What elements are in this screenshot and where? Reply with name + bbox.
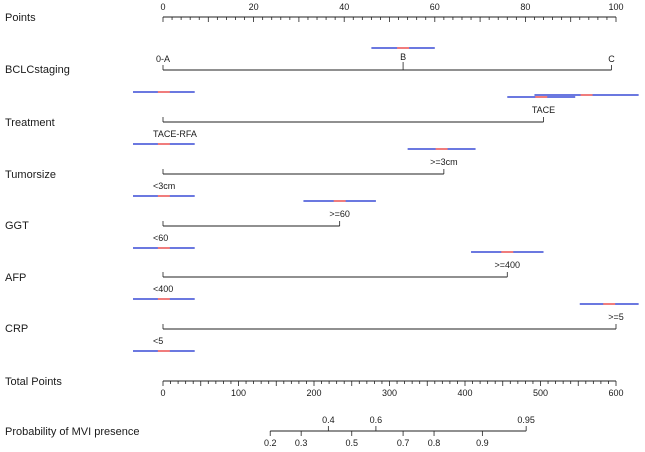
probability-tick-label: 0.8	[428, 438, 441, 448]
total-points-tick-label: 500	[533, 388, 548, 398]
points-axis-tick-label: 100	[608, 2, 623, 12]
total-points-tick-label: 200	[306, 388, 321, 398]
points-axis-tick-label: 80	[520, 2, 530, 12]
afp-level-label: <400	[153, 284, 173, 294]
points-axis-tick-label: 20	[249, 2, 259, 12]
bclcstaging-level-label: C	[608, 54, 615, 64]
ggt-row-label: GGT	[5, 220, 29, 232]
treatment-row-label: Treatment	[5, 117, 55, 129]
tumorsize-level-label: >=3cm	[430, 157, 458, 167]
probability-tick-label: 0.5	[345, 438, 358, 448]
points-axis-tick-label: 40	[339, 2, 349, 12]
crp-row-label: CRP	[5, 323, 28, 335]
treatment-level-label: TACE	[532, 105, 555, 115]
probability-tick-label: 0.7	[397, 438, 410, 448]
bclcstaging-level-label: 0-A	[156, 54, 170, 64]
total-points-axis-label: Total Points	[5, 376, 62, 388]
total-points-tick-label: 600	[608, 388, 623, 398]
points-axis-tick-label: 0	[160, 2, 165, 12]
total-points-tick-label: 300	[382, 388, 397, 398]
treatment-level-label: TACE-RFA	[153, 129, 197, 139]
afp-level-label: >=400	[495, 260, 521, 270]
probability-tick-label: 0.3	[295, 438, 308, 448]
tumorsize-level-label: <3cm	[153, 181, 175, 191]
points-axis-tick-label: 60	[430, 2, 440, 12]
probability-tick-label: 0.6	[370, 415, 383, 425]
crp-level-label: <5	[153, 336, 163, 346]
bclcstaging-level-label: B	[400, 52, 406, 62]
crp-level-label: >=5	[608, 312, 624, 322]
ggt-level-label: <60	[153, 233, 168, 243]
total-points-tick-label: 400	[457, 388, 472, 398]
probability-tick-label: 0.2	[264, 438, 277, 448]
total-points-tick-label: 0	[160, 388, 165, 398]
probability-tick-label: 0.95	[517, 415, 535, 425]
ggt-level-label: >=60	[329, 209, 350, 219]
probability-tick-label: 0.4	[322, 415, 335, 425]
probability-axis-label: Probability of MVI presence	[5, 426, 140, 438]
tumorsize-row-label: Tumorsize	[5, 169, 56, 181]
probability-tick-label: 0.9	[476, 438, 489, 448]
bclcstaging-row-label: BCLCstaging	[5, 64, 70, 76]
total-points-tick-label: 100	[231, 388, 246, 398]
afp-row-label: AFP	[5, 272, 26, 284]
points-axis-label: Points	[5, 12, 36, 24]
